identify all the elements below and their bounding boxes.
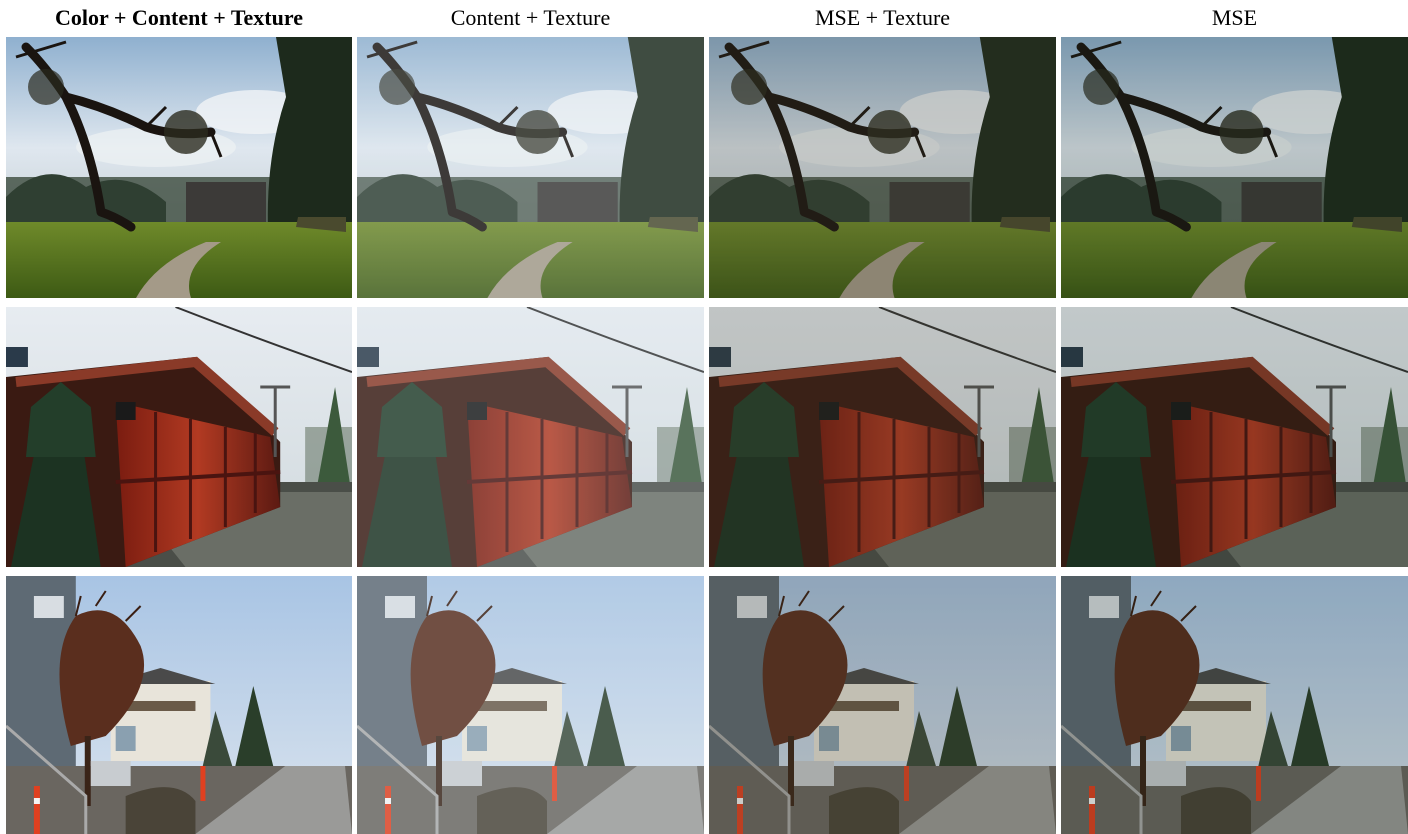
- column-title-content-texture: Content + Texture: [450, 5, 611, 30]
- result-image-residential-street-with-tree-3: [709, 576, 1056, 834]
- result-image-residential-street-with-tree-1: [6, 576, 352, 834]
- result-image-red-wooden-hut-christmas-market-1: [6, 307, 352, 567]
- result-image-residential-street-with-tree-4: [1061, 576, 1408, 834]
- result-image-red-wooden-hut-christmas-market-3: [709, 307, 1056, 567]
- result-image-park-with-tree-and-path-1: [6, 37, 352, 298]
- column-title-mse: MSE: [1211, 5, 1258, 30]
- result-image-red-wooden-hut-christmas-market-2: [357, 307, 704, 567]
- column-title-color-content-texture: Color + Content + Texture: [55, 5, 303, 30]
- result-image-park-with-tree-and-path-4: [1061, 37, 1408, 298]
- column-title-mse-texture: MSE + Texture: [814, 5, 951, 30]
- result-image-park-with-tree-and-path-3: [709, 37, 1056, 298]
- column-header-row: Color + Content + Texture Content + Text…: [0, 0, 1408, 36]
- result-image-park-with-tree-and-path-2: [357, 37, 704, 298]
- result-image-residential-street-with-tree-2: [357, 576, 704, 834]
- result-image-red-wooden-hut-christmas-market-4: [1061, 307, 1408, 567]
